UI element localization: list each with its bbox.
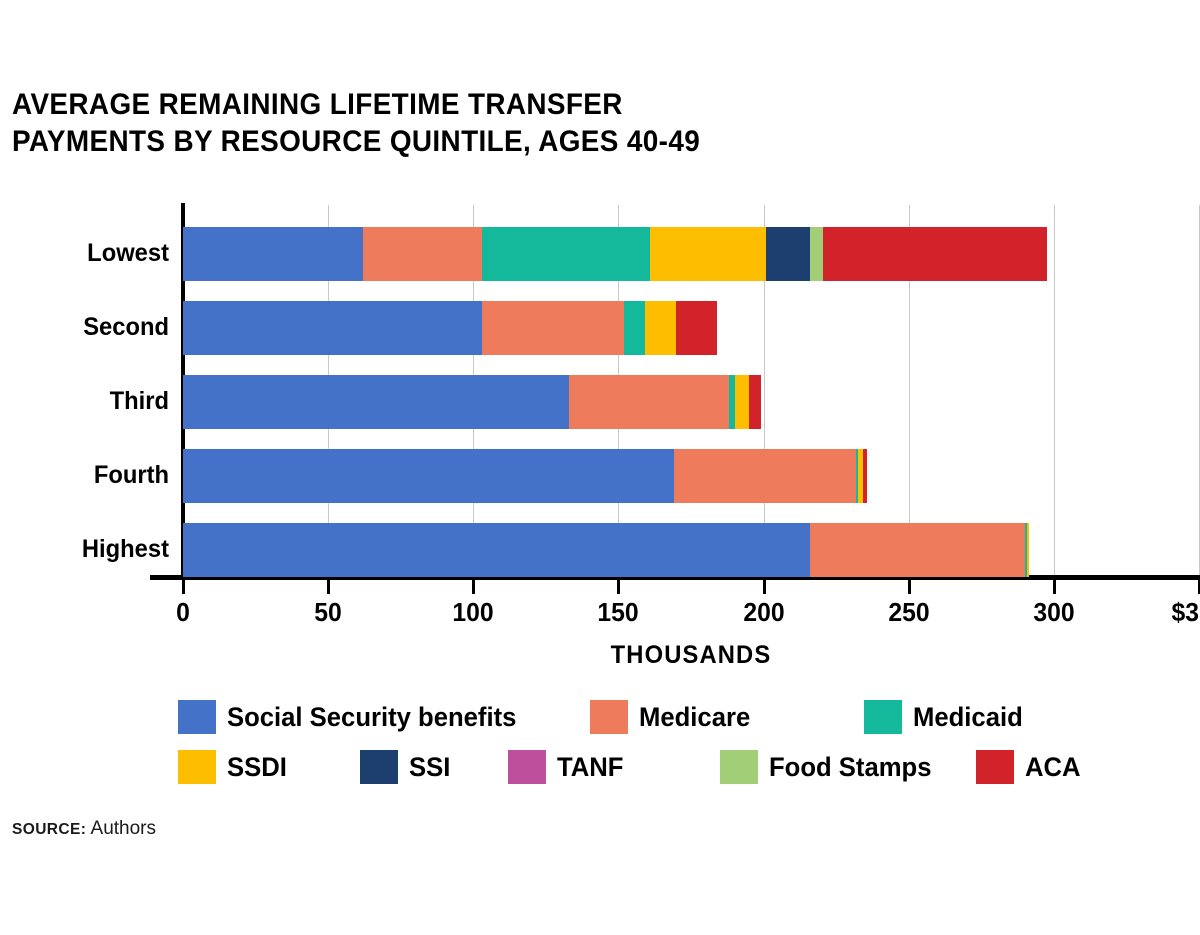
- bar-segment-medicare[interactable]: [673, 449, 857, 503]
- source-note: Source: Authors: [12, 818, 156, 840]
- legend-item-ssi[interactable]: SSI: [360, 747, 453, 787]
- bar-segment-food-stamps[interactable]: [810, 227, 824, 281]
- x-tick-mark: [762, 580, 766, 594]
- x-tick-label: 100: [452, 597, 494, 627]
- x-tick-mark: [472, 580, 476, 594]
- x-tick-label: 50: [314, 597, 342, 627]
- bar-segment-aca[interactable]: [862, 449, 867, 503]
- x-tick-mark: [1052, 580, 1056, 594]
- x-tick-label: 300: [1033, 597, 1075, 627]
- legend-row: SSDI SSI TANF Food Stamps ACA: [178, 747, 1188, 797]
- bar-segment-ssdi[interactable]: [734, 375, 750, 429]
- legend-label: SSDI: [227, 751, 287, 782]
- legend-item-ssdi[interactable]: SSDI: [178, 747, 290, 787]
- category-label-third: Third: [109, 387, 169, 415]
- legend-label: Medicaid: [913, 701, 1023, 732]
- x-tick-mark: [617, 580, 621, 594]
- legend-item-medicaid[interactable]: Medicaid: [864, 697, 1029, 737]
- bar-segment-medicare[interactable]: [569, 375, 729, 429]
- chart-title-line-2: Payments by Resource Quintile, Ages 40-4…: [12, 125, 701, 158]
- legend-swatch-tanf: [508, 750, 546, 784]
- category-label-lowest: Lowest: [87, 239, 169, 267]
- chart-title-line-1: Average Remaining Lifetime Transfer: [12, 88, 623, 121]
- chart-title: Average Remaining Lifetime Transfer Paym…: [12, 86, 1035, 160]
- legend-swatch-ssi: [360, 750, 398, 784]
- gridline: [763, 205, 765, 576]
- legend-item-social-security-benefits[interactable]: Social Security benefits: [178, 697, 532, 737]
- source-text: Authors: [90, 818, 156, 839]
- bar-segment-ssdi[interactable]: [1026, 523, 1029, 577]
- legend-swatch-social-security: [178, 700, 216, 734]
- gridline: [908, 205, 910, 576]
- legend-row: Social Security benefits Medicare Medicaid: [178, 697, 1188, 747]
- legend-swatch-food-stamps: [720, 750, 758, 784]
- x-axis-title: Thousands: [610, 641, 772, 669]
- legend-item-tanf[interactable]: TANF: [508, 747, 627, 787]
- legend-item-food-stamps[interactable]: Food Stamps: [720, 747, 940, 787]
- bar-segment-medicaid[interactable]: [1024, 523, 1027, 577]
- legend-swatch-medicaid: [864, 700, 902, 734]
- bar-segment-medicaid[interactable]: [856, 449, 859, 503]
- legend-swatch-ssdi: [178, 750, 216, 784]
- gridline: [1053, 205, 1055, 576]
- x-axis-line: [150, 575, 1200, 580]
- bar-segment-aca[interactable]: [676, 301, 718, 355]
- bar-segment-medicare[interactable]: [481, 301, 625, 355]
- x-tick-label: 0: [176, 597, 190, 627]
- x-tick-mark: [1198, 580, 1200, 594]
- bar-segment-medicare[interactable]: [810, 523, 1025, 577]
- bar-segment-social-security-benefits[interactable]: [183, 301, 482, 355]
- bar-segment-social-security-benefits[interactable]: [183, 375, 570, 429]
- category-label-second: Second: [83, 313, 169, 341]
- legend-label: SSI: [409, 751, 451, 782]
- legend-label: Social Security benefits: [227, 701, 517, 732]
- chart-legend: Social Security benefits Medicare Medicaid…: [178, 697, 1188, 797]
- legend-swatch-medicare: [590, 700, 628, 734]
- bar-segment-medicaid[interactable]: [624, 301, 645, 355]
- legend-label: TANF: [557, 751, 624, 782]
- bar-segment-ssi[interactable]: [766, 227, 810, 281]
- source-label: Source:: [12, 821, 87, 838]
- bar-segment-aca[interactable]: [823, 227, 1047, 281]
- category-label-highest: Highest: [81, 535, 169, 563]
- bar-segment-medicaid[interactable]: [728, 375, 735, 429]
- x-tick-mark: [327, 580, 331, 594]
- legend-label: ACA: [1025, 751, 1081, 782]
- bar-segment-ssdi[interactable]: [858, 449, 863, 503]
- category-label-fourth: Fourth: [93, 461, 169, 489]
- bar-segment-medicare[interactable]: [362, 227, 482, 281]
- x-tick-mark: [907, 580, 911, 594]
- x-tick-label: 250: [888, 597, 930, 627]
- legend-label: Medicare: [639, 701, 751, 732]
- bar-segment-ssdi[interactable]: [644, 301, 677, 355]
- legend-label: Food Stamps: [769, 751, 932, 782]
- legend-item-aca[interactable]: ACA: [976, 747, 1084, 787]
- bar-segment-social-security-benefits[interactable]: [183, 523, 811, 577]
- bar-segment-social-security-benefits[interactable]: [183, 449, 674, 503]
- legend-swatch-aca: [976, 750, 1014, 784]
- x-tick-label: 200: [742, 597, 785, 627]
- bar-segment-aca[interactable]: [749, 375, 761, 429]
- x-tick-label: 150: [597, 597, 640, 627]
- bar-segment-medicaid[interactable]: [481, 227, 651, 281]
- bar-segment-ssdi[interactable]: [650, 227, 767, 281]
- bar-segment-social-security-benefits[interactable]: [183, 227, 363, 281]
- x-tick-label: $350: [1171, 597, 1200, 627]
- legend-item-medicare[interactable]: Medicare: [590, 697, 756, 737]
- x-tick-mark: [182, 580, 185, 594]
